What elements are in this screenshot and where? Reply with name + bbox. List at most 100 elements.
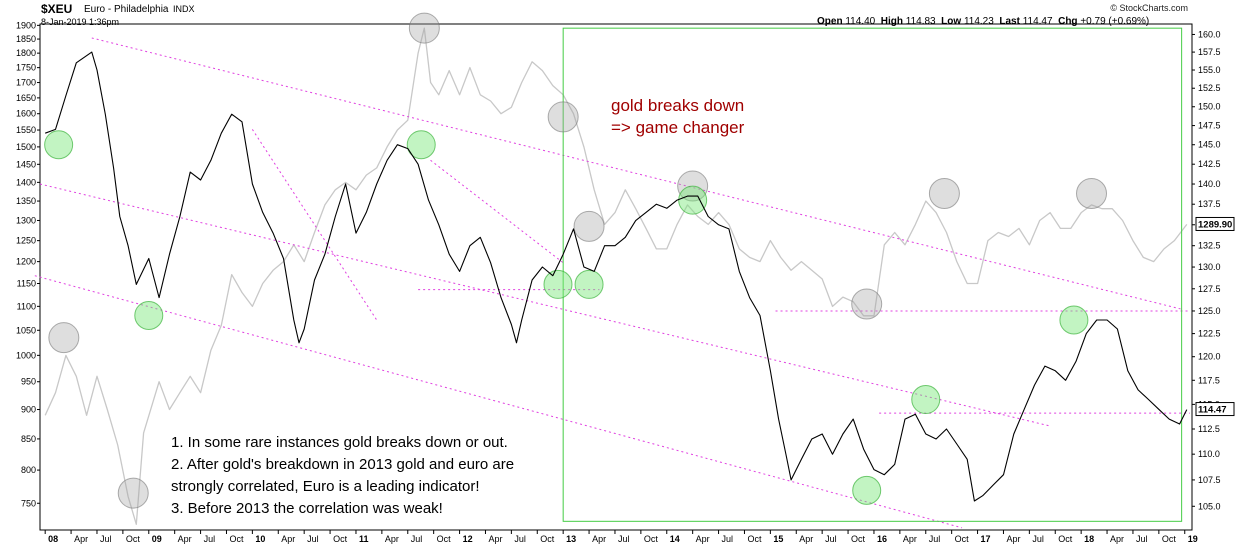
x-tick-label: Oct <box>540 534 555 544</box>
green-marker-5 <box>678 185 708 215</box>
left-tick-label: 1750 <box>16 63 36 73</box>
right-tick-label: 125.0 <box>1198 306 1221 316</box>
right-tick-label: 112.5 <box>1198 424 1220 434</box>
left-tick-label: 1500 <box>16 142 36 152</box>
x-tick-label: Oct <box>955 534 970 544</box>
symbol-name: Euro - Philadelphia <box>84 4 169 15</box>
euro-series-layer <box>45 51 1188 502</box>
left-tick-label: 1350 <box>16 196 36 206</box>
gold-last-value-tag-text: 1289.90 <box>1198 219 1232 230</box>
plot-area <box>39 23 1193 531</box>
x-tick-label: Oct <box>229 534 244 544</box>
trendlines-layer <box>34 37 1190 529</box>
left-axis: 750 800 850 900 950 1000 1050 1100 1150 1200 1250 1… <box>16 20 40 508</box>
x-tick-label: Apr <box>178 534 192 544</box>
ohlc-readout: Open 114.40 High 114.83 Low 114.23 Last … <box>817 16 1149 27</box>
gray-marker-7 <box>928 177 960 209</box>
green-marker-3 <box>543 269 573 299</box>
right-tick-label: 157.5 <box>1198 47 1221 57</box>
x-tick-label: Oct <box>333 534 348 544</box>
left-tick-label: 1200 <box>16 257 36 267</box>
x-axis: 08 Apr Jul Oct 09 Apr Jul Oct 10 Apr Jul Oct 11 Apr Ju… <box>44 530 1198 544</box>
right-tick-label: 145.0 <box>1198 140 1221 150</box>
x-tick-label: Apr <box>1110 534 1124 544</box>
left-tick-label: 1000 <box>16 350 36 360</box>
x-tick-label: Jul <box>411 534 423 544</box>
x-tick-label: 19 <box>1188 534 1198 544</box>
last-label: Last <box>999 16 1020 27</box>
gray-marker-0 <box>48 322 80 354</box>
left-tick-label: 1850 <box>16 34 36 44</box>
highlight-box <box>562 27 1183 522</box>
low-value: 114.23 <box>963 16 994 27</box>
x-tick-label: Jul <box>825 534 837 544</box>
x-tick-label: 11 <box>359 534 369 544</box>
x-tick-label: Oct <box>644 534 659 544</box>
green-marker-8 <box>1059 305 1089 335</box>
right-tick-label: 127.5 <box>1198 284 1221 294</box>
x-tick-label: Apr <box>488 534 502 544</box>
last-value-tag: 114.47 <box>1195 402 1235 417</box>
open-label: Open <box>817 16 843 27</box>
gray-marker-1 <box>117 477 149 509</box>
right-tick-label: 142.5 <box>1198 159 1221 169</box>
right-tick-label: 107.5 <box>1198 475 1221 485</box>
gray-marker-4 <box>573 210 605 242</box>
gold-last-value-tag: 1289.90 <box>1195 216 1235 231</box>
left-tick-label: 1700 <box>16 78 36 88</box>
x-tick-label: Jul <box>929 534 941 544</box>
annotation-title-line1: gold breaks down <box>611 96 745 115</box>
left-tick-label: 1550 <box>16 125 36 135</box>
right-tick-label: 130.0 <box>1198 262 1221 272</box>
trendline-0 <box>91 37 1182 310</box>
x-tick-label: Oct <box>851 534 866 544</box>
x-tick-label: Oct <box>1058 534 1073 544</box>
left-tick-label: 850 <box>21 434 36 444</box>
gray-marker-8 <box>1076 177 1108 209</box>
x-tick-label: Oct <box>437 534 452 544</box>
high-label: High <box>880 16 903 27</box>
right-tick-label: 140.0 <box>1198 179 1221 189</box>
x-tick-label: 14 <box>670 534 680 544</box>
annotation-note-4: 3. Before 2013 the correlation was weak! <box>171 500 443 517</box>
last-value-tag-box <box>1195 402 1235 417</box>
right-tick-label: 152.5 <box>1198 83 1221 93</box>
x-tick-label: Oct <box>126 534 141 544</box>
x-tick-label: Apr <box>74 534 88 544</box>
green-marker-1 <box>134 300 164 330</box>
x-tick-label: Oct <box>1162 534 1177 544</box>
left-tick-label: 1150 <box>17 278 36 288</box>
last-value: 114.47 <box>1022 16 1053 27</box>
right-tick-label: 120.0 <box>1198 352 1221 362</box>
gold-last-value-tag-box <box>1195 216 1235 231</box>
green-marker-6 <box>852 475 882 505</box>
left-tick-label: 900 <box>21 405 36 415</box>
x-tick-label: 17 <box>981 534 991 544</box>
symbol: $XEU <box>41 2 73 16</box>
markers-layer <box>44 12 1108 509</box>
annotation-note-3: strongly correlated, Euro is a leading i… <box>171 478 480 495</box>
x-tick-label: Jul <box>722 534 734 544</box>
x-tick-label: Apr <box>696 534 710 544</box>
right-tick-label: 122.5 <box>1198 329 1221 339</box>
left-tick-label: 1650 <box>16 93 36 103</box>
right-axis: 105.0107.5110.0112.5115.0117.5120.0122.5… <box>1192 29 1235 511</box>
left-tick-label: 1600 <box>16 109 36 119</box>
highlight-box-layer <box>562 27 1183 522</box>
left-tick-label: 1900 <box>16 20 36 30</box>
annotation-note-2: 2. After gold's breakdown in 2013 gold a… <box>171 456 515 473</box>
gray-marker-2 <box>408 12 440 44</box>
x-tick-label: 13 <box>566 534 576 544</box>
x-tick-label: Jul <box>204 534 216 544</box>
exchange: INDX <box>173 4 195 14</box>
left-tick-label: 800 <box>21 465 36 475</box>
left-tick-label: 1250 <box>16 236 36 246</box>
trendline-1 <box>39 183 1051 427</box>
chg-label: Chg <box>1058 16 1078 27</box>
gold-series-layer <box>44 27 1188 525</box>
left-tick-label: 1400 <box>16 177 36 187</box>
datetime: 8-Jan-2019 1:36pm <box>41 17 120 27</box>
right-tick-label: 110.0 <box>1198 449 1220 459</box>
left-tick-label: 750 <box>21 498 36 508</box>
euro-line <box>45 51 1188 502</box>
